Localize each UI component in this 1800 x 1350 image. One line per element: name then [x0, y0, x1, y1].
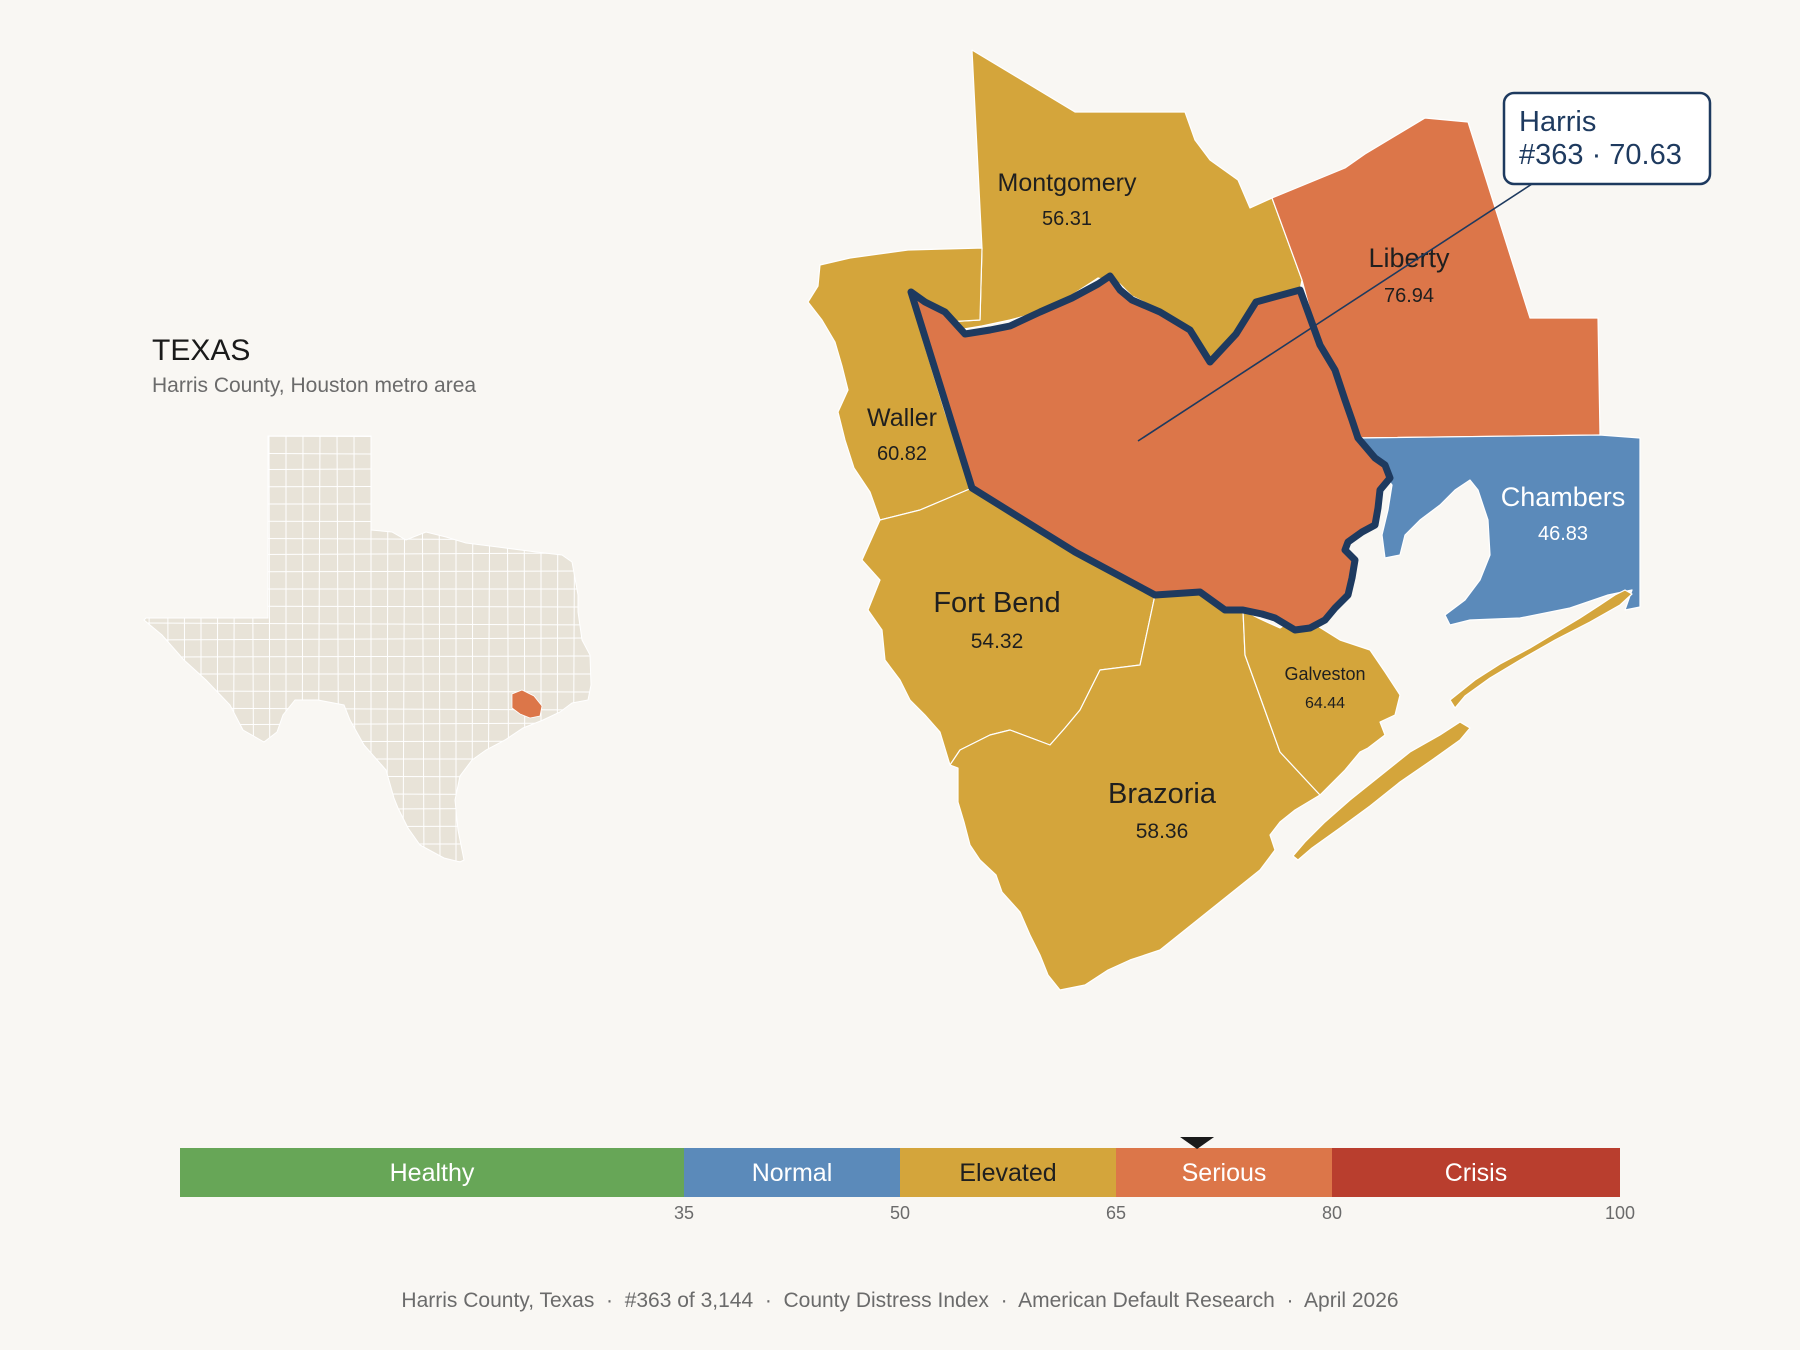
- scale-segment-crisis: [1332, 1148, 1620, 1197]
- state-title: TEXAS: [152, 334, 250, 367]
- galveston-barrier-islands: [1292, 721, 1471, 861]
- scale-label-elevated: Elevated: [959, 1159, 1056, 1187]
- callout-county-name: Harris: [1519, 106, 1596, 138]
- scale-tick-100: 100: [1605, 1203, 1635, 1223]
- county-harris[interactable]: [907, 272, 1394, 634]
- texas-outline: [143, 435, 592, 863]
- scale-segment-serious: [1116, 1148, 1332, 1197]
- scale-label-healthy: Healthy: [390, 1159, 475, 1187]
- scale-label-serious: Serious: [1182, 1159, 1267, 1187]
- county-brazoria[interactable]: [949, 589, 1321, 991]
- scale-segment-normal: [684, 1148, 900, 1197]
- callout-rank-value: #363 · 70.63: [1519, 139, 1682, 171]
- scale-label-normal: Normal: [752, 1159, 833, 1187]
- county-chambers[interactable]: [1357, 434, 1641, 626]
- scale-tick-35: 35: [674, 1203, 694, 1223]
- state-subtitle: Harris County, Houston metro area: [152, 374, 476, 397]
- callout-box: [1502, 91, 1712, 186]
- harris-callout: Harris #363 · 70.63: [1137, 91, 1712, 442]
- callout-leader-line: [1137, 183, 1533, 442]
- value-waller: 60.82: [877, 443, 927, 465]
- scale-label-crisis: Crisis: [1445, 1159, 1508, 1187]
- value-chambers: 46.83: [1538, 523, 1588, 545]
- label-galveston: Galveston: [1284, 664, 1365, 684]
- texas-state-map: [143, 435, 592, 863]
- county-labels: Montgomery 56.31 Liberty 76.94 Waller 60…: [867, 169, 1625, 843]
- scale-segment-healthy: [180, 1148, 684, 1197]
- label-chambers: Chambers: [1501, 482, 1626, 512]
- value-fortbend: 54.32: [971, 630, 1024, 653]
- scale-tick-80: 80: [1322, 1203, 1342, 1223]
- scale-tick-65: 65: [1106, 1203, 1126, 1223]
- label-brazoria: Brazoria: [1108, 778, 1217, 810]
- value-galveston: 64.44: [1305, 695, 1345, 712]
- footer-caption: Harris County, Texas · #363 of 3,144 · C…: [401, 1289, 1398, 1312]
- scale-marker: [1180, 1137, 1215, 1149]
- scale-segment-elevated: [900, 1148, 1116, 1197]
- value-brazoria: 58.36: [1136, 820, 1189, 843]
- harris-county-inset: [511, 689, 543, 719]
- label-liberty: Liberty: [1368, 243, 1450, 273]
- label-montgomery: Montgomery: [998, 169, 1137, 197]
- bolivar-peninsula: [1449, 589, 1633, 709]
- value-liberty: 76.94: [1384, 285, 1434, 307]
- label-waller: Waller: [867, 404, 937, 432]
- value-montgomery: 56.31: [1042, 208, 1092, 230]
- distress-scale: Healthy Normal Elevated Serious Crisis 35 50 65…: [180, 1137, 1635, 1223]
- label-fortbend: Fort Bend: [933, 587, 1060, 619]
- scale-tick-50: 50: [890, 1203, 910, 1223]
